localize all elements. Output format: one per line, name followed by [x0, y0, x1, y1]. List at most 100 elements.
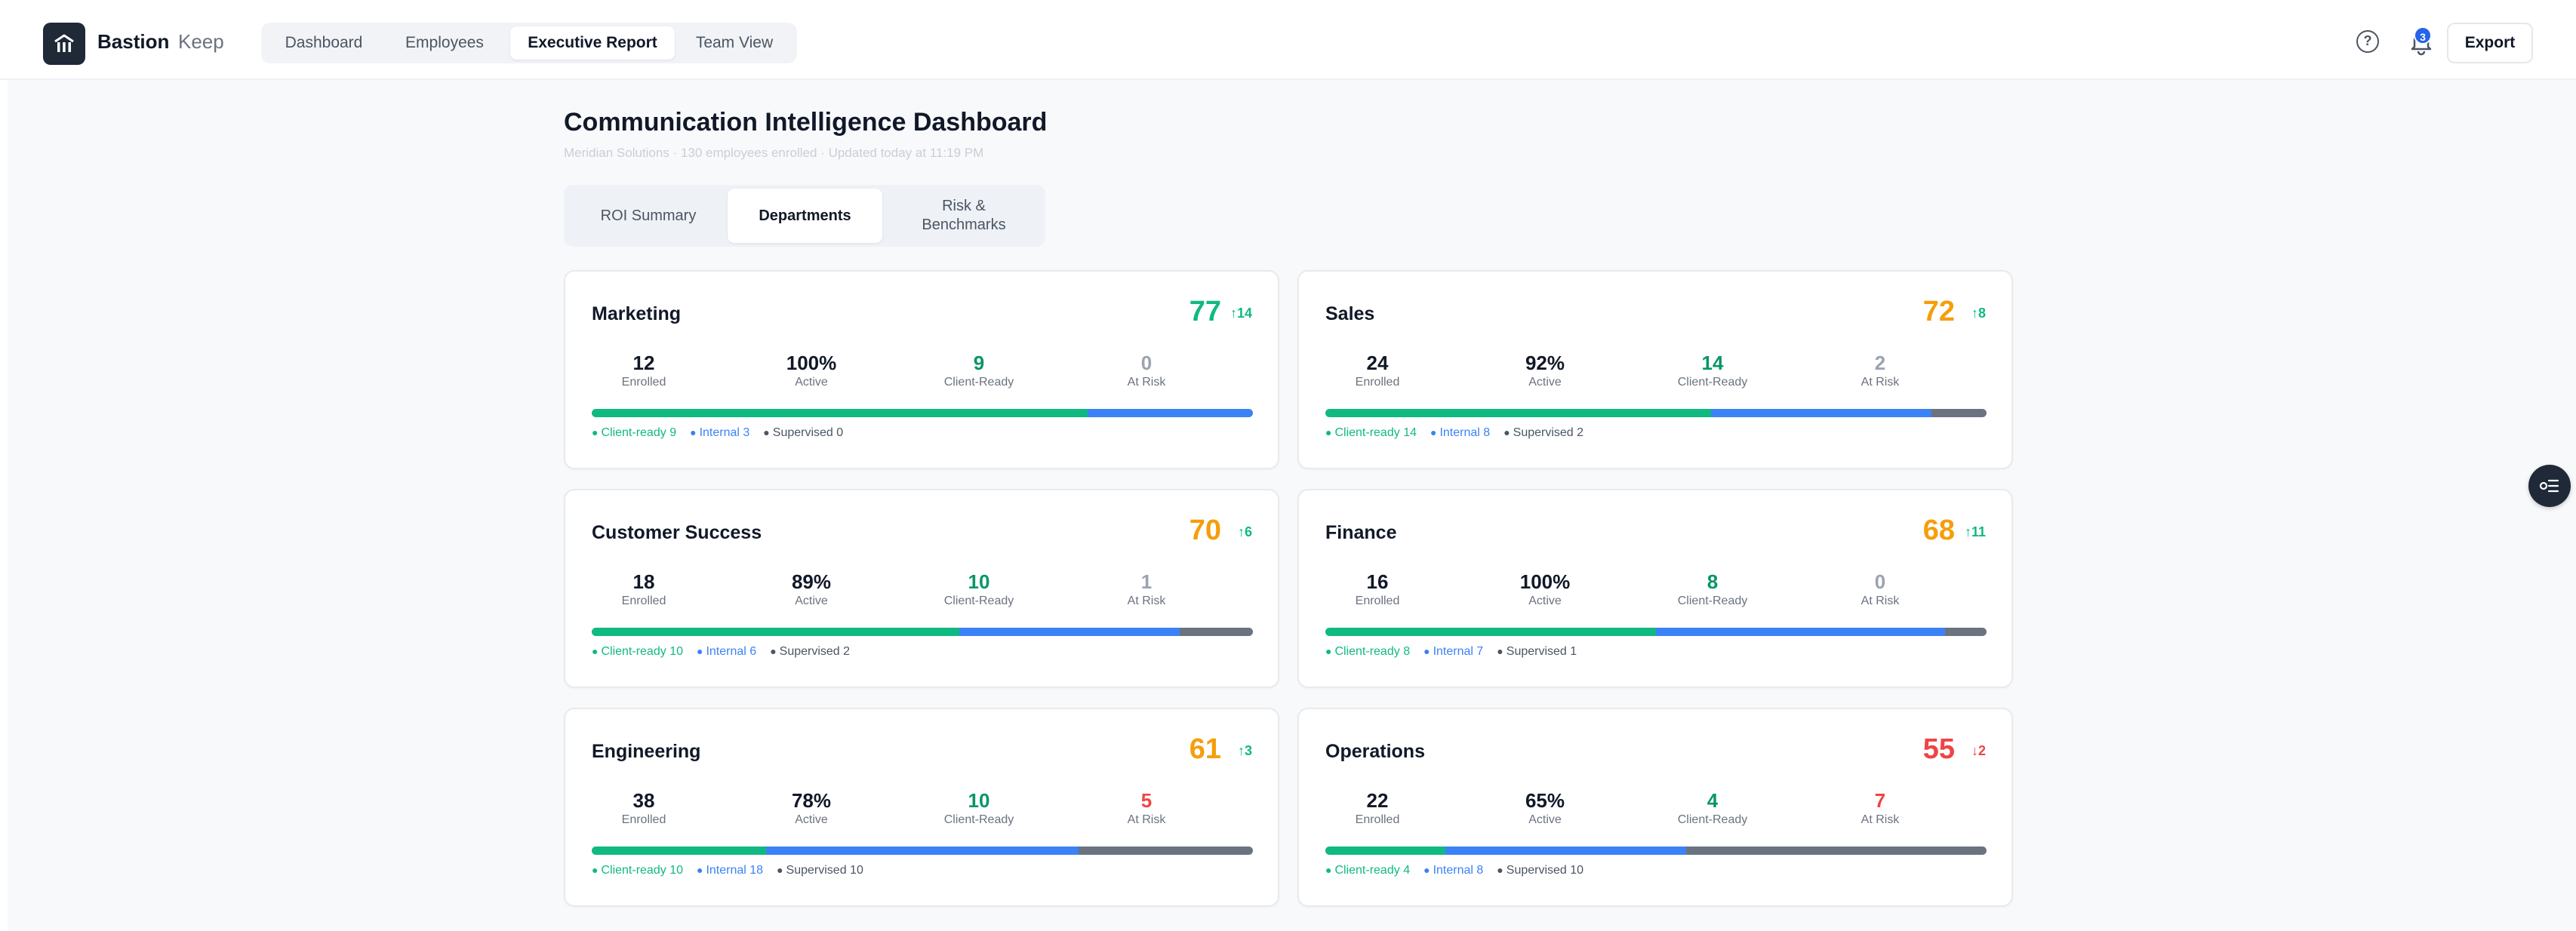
department-card[interactable]: Sales 72 ↑8 24 Enrolled 92% Active 14 Client-Rea…: [1297, 270, 2013, 469]
notification-badge: 3: [2414, 26, 2432, 45]
legend-label: Client-ready: [601, 864, 666, 877]
stat-label: Active: [1528, 376, 1562, 389]
legend-count: 4: [1403, 864, 1411, 877]
brand-name: Bastion: [97, 30, 170, 53]
legend-dot-icon: ●: [1325, 645, 1332, 657]
legend-label: Client-ready: [1334, 426, 1400, 439]
stat-value: 18: [632, 570, 655, 593]
legend-count: 0: [836, 426, 844, 439]
bar-segment-internal: [1711, 409, 1931, 417]
stat-active: 100% Active: [751, 352, 872, 389]
legend-count: 1: [1570, 645, 1577, 658]
help-icon[interactable]: ?: [2356, 30, 2379, 53]
nav-team-view[interactable]: Team View: [695, 34, 774, 51]
stat-value: 10: [968, 789, 990, 812]
department-score: 77: [1189, 296, 1221, 327]
legend-label: Supervised: [772, 426, 833, 439]
score-trend: ↑8: [1971, 306, 1986, 321]
distribution-bar: [1325, 409, 1987, 417]
legend-supervised: ● Supervised 10: [1497, 864, 1583, 877]
legend-count: 2: [843, 645, 851, 658]
stat-client-ready: 10 Client-Ready: [919, 789, 1039, 827]
legend-count: 2: [1577, 426, 1584, 439]
legend-count: 10: [850, 864, 863, 877]
stat-label: At Risk: [1127, 376, 1166, 389]
stat-at-risk: 2 At Risk: [1820, 352, 1940, 389]
stat-label: Client-Ready: [1677, 813, 1748, 826]
filter-list-icon[interactable]: [2528, 465, 2571, 507]
legend-dot-icon: ●: [1325, 864, 1332, 876]
stat-label: Client-Ready: [1677, 376, 1748, 389]
bar-segment-internal: [1088, 409, 1253, 417]
score-trend: ↑14: [1230, 306, 1252, 321]
nav-dashboard[interactable]: Dashboard: [285, 34, 363, 51]
department-name: Operations: [1325, 741, 1425, 762]
stat-label: Client-Ready: [943, 813, 1014, 826]
legend-label: Supervised: [1513, 426, 1574, 439]
legend-count: 10: [669, 864, 683, 877]
legend-client-ready: ● Client-ready 10: [592, 645, 683, 659]
distribution-bar: [592, 628, 1253, 636]
stat-label: At Risk: [1127, 813, 1166, 826]
legend-dot-icon: ●: [592, 864, 599, 876]
legend-label: Supervised: [1506, 864, 1567, 877]
legend-label: Internal: [1433, 864, 1473, 877]
legend-dot-icon: ●: [763, 426, 770, 438]
legend-label: Client-ready: [1334, 645, 1400, 658]
stat-active: 100% Active: [1485, 570, 1605, 608]
stat-value: 22: [1366, 789, 1389, 812]
tab-departments[interactable]: Departments: [728, 189, 882, 243]
legend-count: 10: [669, 645, 683, 658]
stat-value: 4: [1707, 789, 1719, 812]
bar-segment-supervised: [1931, 409, 1987, 417]
legend-dot-icon: ●: [696, 645, 703, 657]
distribution-bar: [592, 409, 1253, 417]
department-card[interactable]: Engineering 61 ↑3 38 Enrolled 78% Active 10 Clie…: [564, 708, 1279, 907]
department-card[interactable]: Finance 68 ↑11 16 Enrolled 100% Active 8 Client-…: [1297, 489, 2013, 688]
bar-segment-internal: [1656, 628, 1946, 636]
department-card[interactable]: Marketing 77 ↑14 12 Enrolled 100% Active 9 Clien…: [564, 270, 1279, 469]
logo-icon[interactable]: [43, 23, 85, 65]
stat-enrolled: 24 Enrolled: [1317, 352, 1438, 389]
legend-internal: ● Internal 8: [1423, 864, 1483, 877]
bar-segment-supervised: [1945, 628, 1987, 636]
legend-dot-icon: ●: [696, 864, 703, 876]
stat-value: 38: [632, 789, 655, 812]
department-card[interactable]: Customer Success 70 ↑6 18 Enrolled 89% Active 1…: [564, 489, 1279, 688]
stat-client-ready: 8 Client-Ready: [1652, 570, 1773, 608]
page-title: Communication Intelligence Dashboard: [564, 108, 1048, 137]
tab-risk-benchmarks[interactable]: Risk & Benchmarks: [922, 198, 1006, 233]
bar-legend: ● Client-ready 9 ● Internal 3 ● Supervised 0: [592, 426, 843, 440]
stat-at-risk: 0 At Risk: [1086, 352, 1207, 389]
department-card[interactable]: Operations 55 ↓2 22 Enrolled 65% Active 4 Client…: [1297, 708, 2013, 907]
legend-count: 9: [669, 426, 677, 439]
legend-dot-icon: ●: [770, 645, 777, 657]
score-trend: ↑11: [1964, 524, 1986, 539]
legend-dot-icon: ●: [1503, 426, 1510, 438]
stat-value: 16: [1366, 570, 1389, 593]
legend-client-ready: ● Client-ready 9: [592, 426, 676, 440]
bar-legend: ● Client-ready 8 ● Internal 7 ● Supervised 1: [1325, 645, 1577, 659]
stat-value: 0: [1874, 570, 1886, 593]
legend-client-ready: ● Client-ready 14: [1325, 426, 1417, 440]
nav-employees[interactable]: Employees: [405, 34, 484, 51]
stat-active: 92% Active: [1485, 352, 1605, 389]
stat-value: 12: [632, 352, 655, 374]
department-name: Customer Success: [592, 522, 762, 543]
legend-label: Internal: [706, 645, 746, 658]
stat-label: Client-Ready: [943, 595, 1014, 607]
stat-enrolled: 18 Enrolled: [583, 570, 704, 608]
legend-internal: ● Internal 3: [690, 426, 749, 440]
main-content: [8, 80, 2576, 931]
stat-label: At Risk: [1127, 595, 1166, 607]
main-nav: Dashboard Employees Executive Report Tea…: [261, 23, 797, 63]
legend-dot-icon: ●: [1325, 426, 1332, 438]
bar-segment-client-ready: [592, 628, 959, 636]
export-button[interactable]: Export: [2447, 23, 2533, 63]
tab-roi-summary[interactable]: ROI Summary: [600, 207, 697, 224]
stat-value: 1: [1140, 570, 1153, 593]
nav-executive-report[interactable]: Executive Report: [510, 26, 675, 60]
stat-value: 9: [973, 352, 985, 374]
legend-client-ready: ● Client-ready 4: [1325, 864, 1410, 877]
stat-label: At Risk: [1860, 376, 1900, 389]
